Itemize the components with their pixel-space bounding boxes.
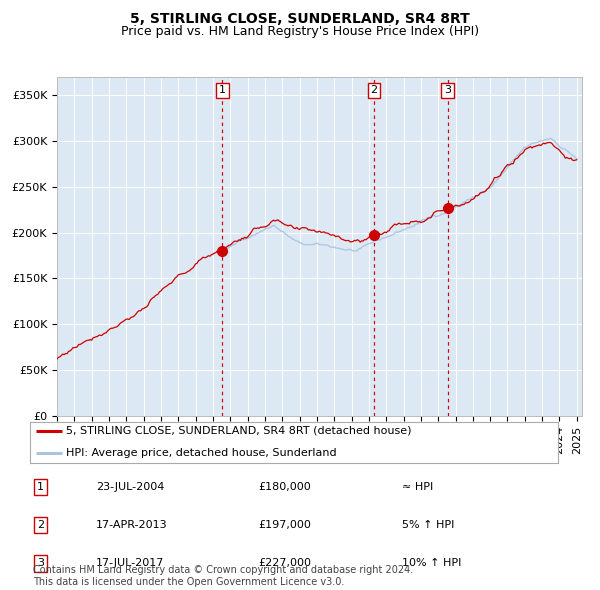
Text: 5, STIRLING CLOSE, SUNDERLAND, SR4 8RT (detached house): 5, STIRLING CLOSE, SUNDERLAND, SR4 8RT (… xyxy=(66,426,412,436)
Text: 17-JUL-2017: 17-JUL-2017 xyxy=(96,559,164,568)
Text: 3: 3 xyxy=(37,559,44,568)
Text: £227,000: £227,000 xyxy=(258,559,311,568)
Text: Price paid vs. HM Land Registry's House Price Index (HPI): Price paid vs. HM Land Registry's House … xyxy=(121,25,479,38)
Text: Contains HM Land Registry data © Crown copyright and database right 2024.
This d: Contains HM Land Registry data © Crown c… xyxy=(33,565,413,587)
Text: 5, STIRLING CLOSE, SUNDERLAND, SR4 8RT: 5, STIRLING CLOSE, SUNDERLAND, SR4 8RT xyxy=(130,12,470,26)
Text: 1: 1 xyxy=(219,86,226,96)
Text: HPI: Average price, detached house, Sunderland: HPI: Average price, detached house, Sund… xyxy=(66,448,337,458)
Text: 3: 3 xyxy=(444,86,451,96)
Text: £180,000: £180,000 xyxy=(258,482,311,491)
Text: £197,000: £197,000 xyxy=(258,520,311,530)
Text: 2: 2 xyxy=(370,86,377,96)
Text: ≈ HPI: ≈ HPI xyxy=(402,482,433,491)
Text: 1: 1 xyxy=(37,482,44,491)
Text: 2: 2 xyxy=(37,520,44,530)
Text: 5% ↑ HPI: 5% ↑ HPI xyxy=(402,520,454,530)
Text: 23-JUL-2004: 23-JUL-2004 xyxy=(96,482,164,491)
Text: 17-APR-2013: 17-APR-2013 xyxy=(96,520,167,530)
Text: 10% ↑ HPI: 10% ↑ HPI xyxy=(402,559,461,568)
